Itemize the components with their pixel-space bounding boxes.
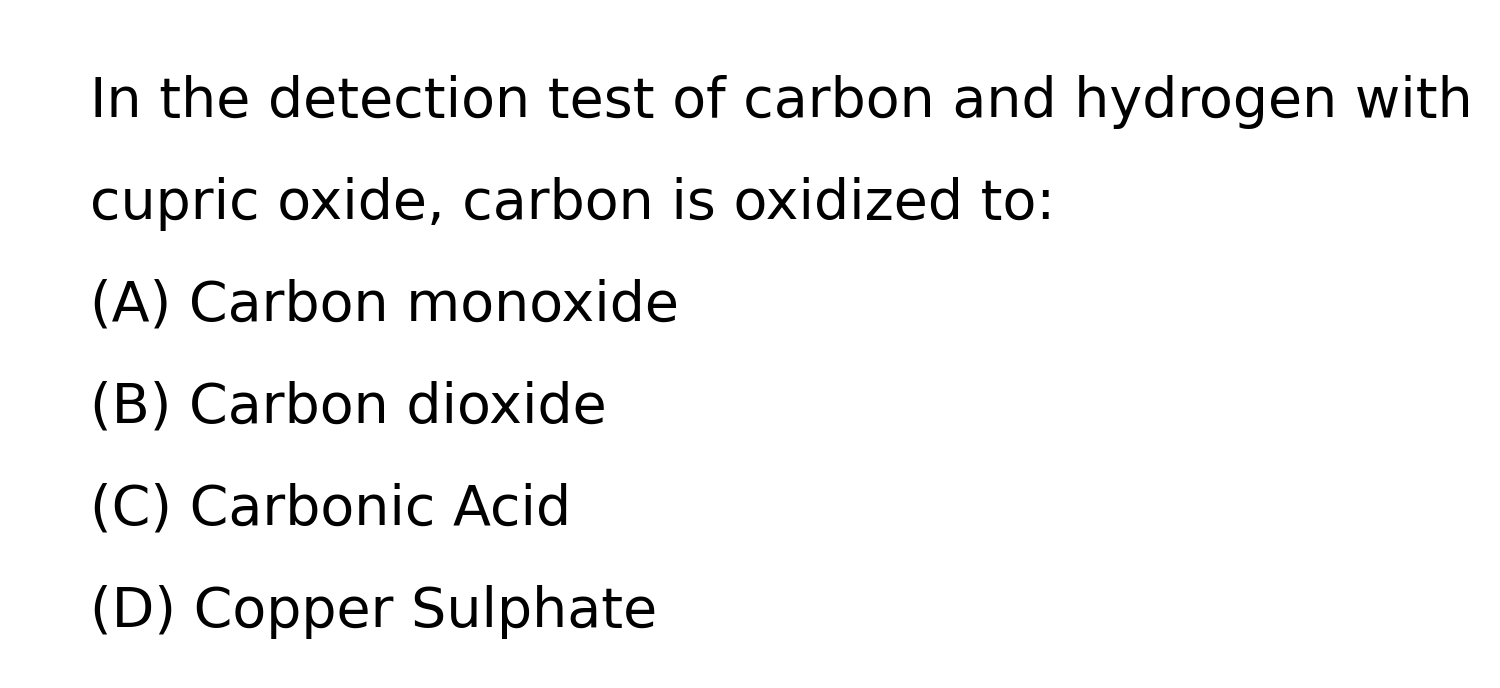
Text: (A) Carbon monoxide: (A) Carbon monoxide [90,279,680,333]
Text: (C) Carbonic Acid: (C) Carbonic Acid [90,483,572,537]
Text: (B) Carbon dioxide: (B) Carbon dioxide [90,381,606,435]
Text: In the detection test of carbon and hydrogen with: In the detection test of carbon and hydr… [90,75,1473,129]
Text: (D) Copper Sulphate: (D) Copper Sulphate [90,585,657,639]
Text: cupric oxide, carbon is oxidized to:: cupric oxide, carbon is oxidized to: [90,177,1054,231]
